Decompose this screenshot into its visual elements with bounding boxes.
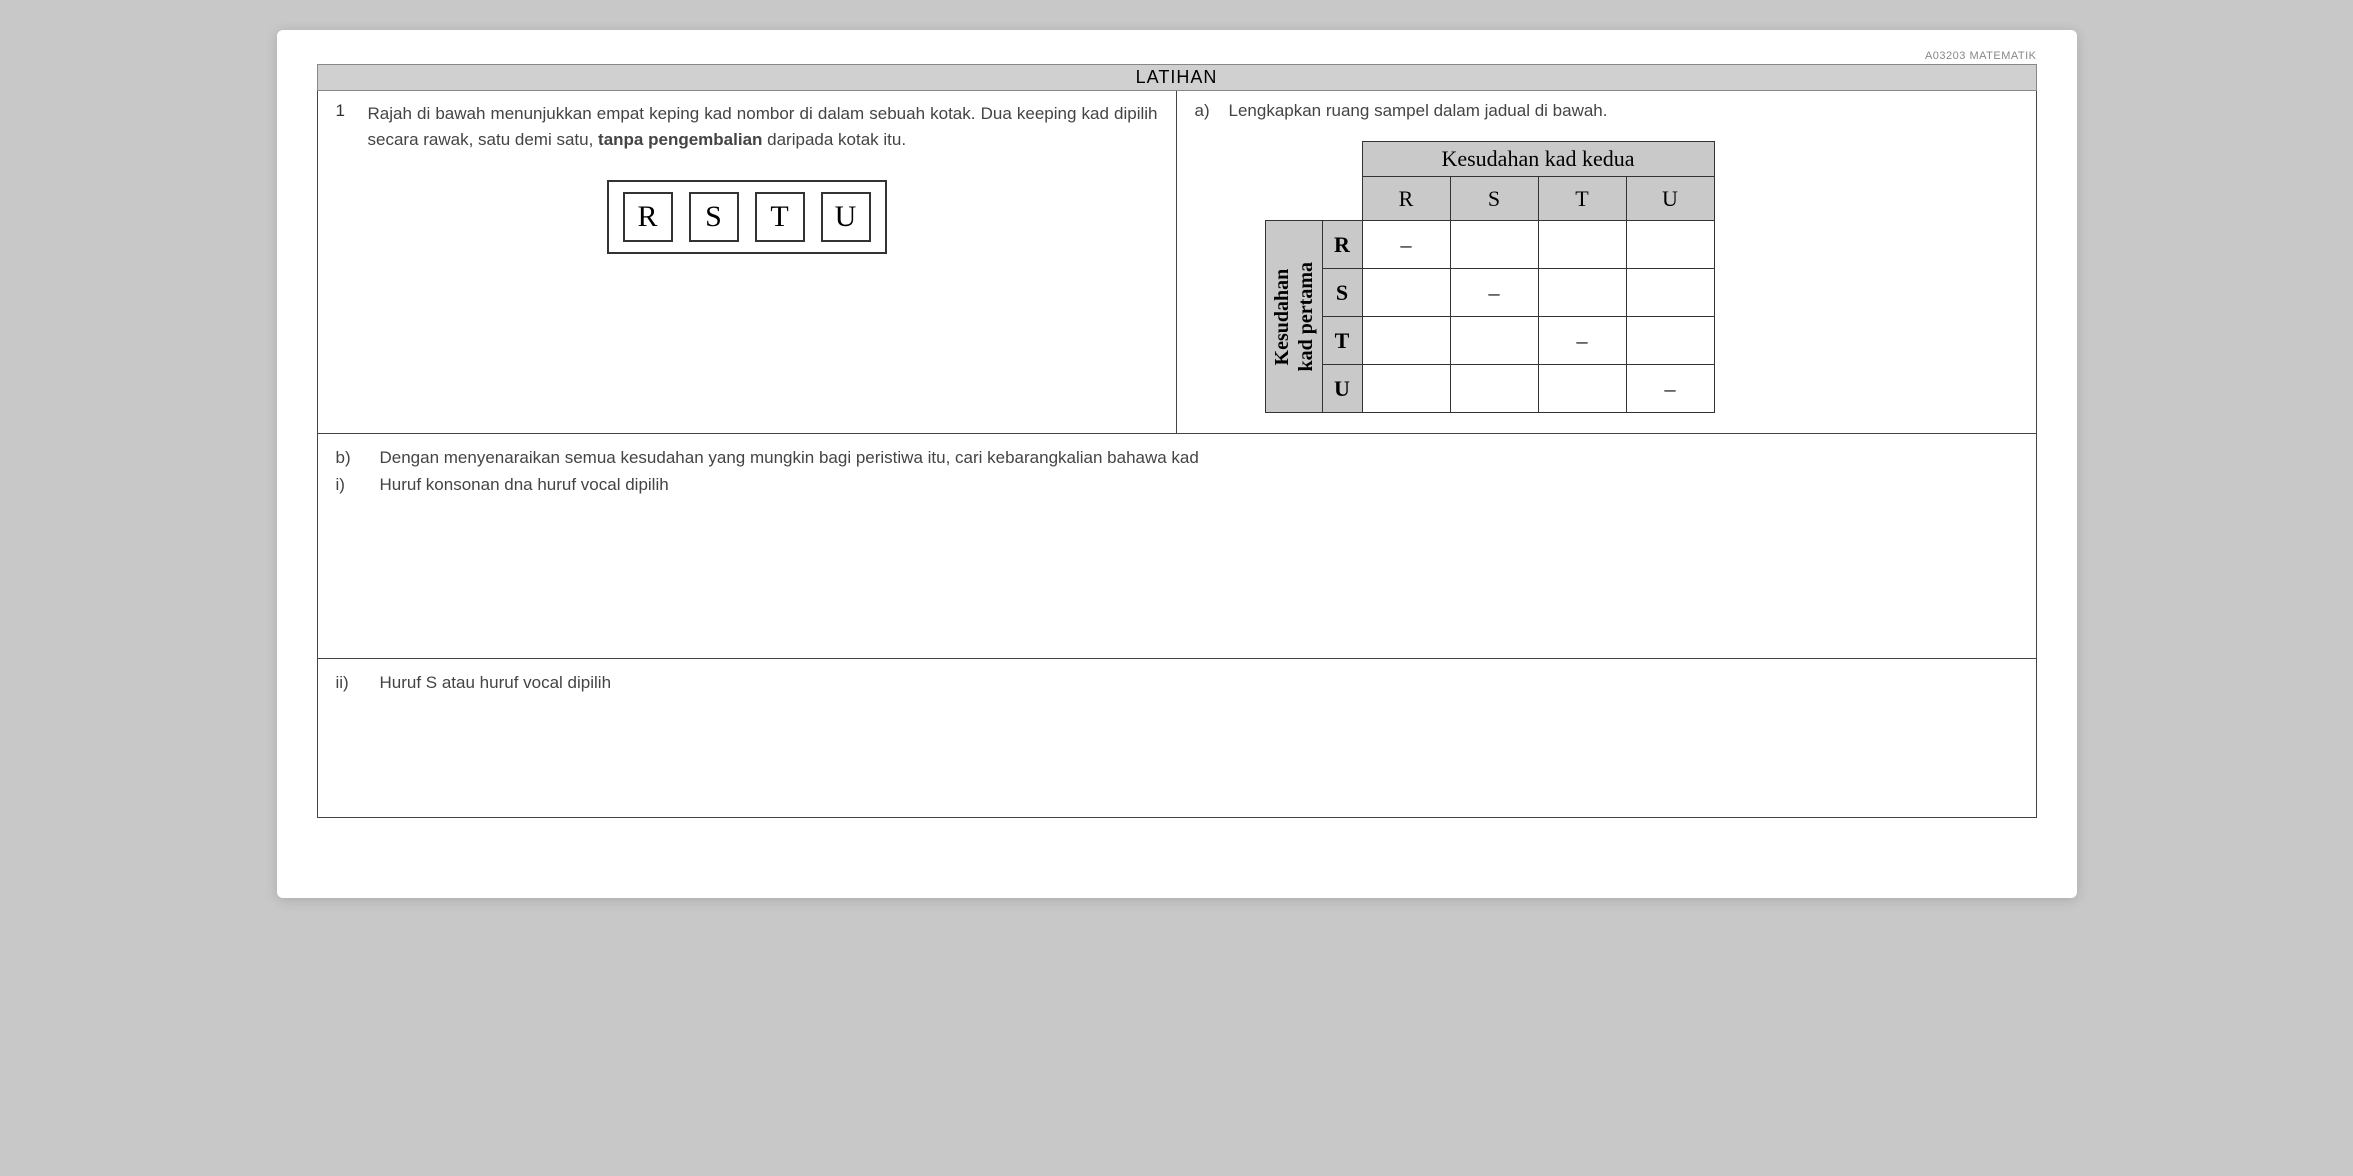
question-line: 1 Rajah di bawah menunjukkan empat kepin…: [336, 101, 1158, 152]
col-r: R: [1362, 177, 1450, 221]
cell-tt: –: [1538, 317, 1626, 365]
card-u: U: [821, 192, 871, 242]
col-t: T: [1538, 177, 1626, 221]
row-s: S: [1322, 269, 1362, 317]
part-b-i-label: i): [336, 471, 362, 498]
cell-sr: [1362, 269, 1450, 317]
worksheet-page: A03203 MATEMATIK LATIHAN 1 Rajah di bawa…: [277, 30, 2077, 898]
cell-rt: [1538, 221, 1626, 269]
question-text: Rajah di bawah menunjukkan empat keping …: [368, 101, 1158, 152]
title-bar: LATIHAN: [317, 64, 2037, 91]
row-t: T: [1322, 317, 1362, 365]
main-grid: 1 Rajah di bawah menunjukkan empat kepin…: [317, 91, 2037, 818]
part-b-ii-text: Huruf S atau huruf vocal dipilih: [380, 669, 2018, 696]
cell-rs: [1450, 221, 1538, 269]
col-s: S: [1450, 177, 1538, 221]
part-b-ii-line: ii) Huruf S atau huruf vocal dipilih: [336, 669, 2018, 696]
part-a-text: Lengkapkan ruang sampel dalam jadual di …: [1229, 101, 2018, 121]
question-cell: 1 Rajah di bawah menunjukkan empat kepin…: [318, 91, 1177, 433]
cell-us: [1450, 365, 1538, 413]
top-row: 1 Rajah di bawah menunjukkan empat kepin…: [318, 91, 2036, 434]
part-b-text: Dengan menyenaraikan semua kesudahan yan…: [380, 444, 2018, 471]
table-header-row: Kesudahan kad kedua: [1265, 142, 1714, 177]
table-row: Kesudahan kad pertama R –: [1265, 221, 1714, 269]
row-r: R: [1322, 221, 1362, 269]
part-b-ii-cell: ii) Huruf S atau huruf vocal dipilih: [318, 659, 2036, 816]
part-b-i-line: i) Huruf konsonan dna huruf vocal dipili…: [336, 471, 2018, 498]
part-a-line: a) Lengkapkan ruang sampel dalam jadual …: [1195, 101, 2018, 121]
row-header-l2: kad pertama: [1295, 262, 1317, 371]
table-row: T –: [1265, 317, 1714, 365]
cell-ts: [1450, 317, 1538, 365]
cell-su: [1626, 269, 1714, 317]
row-group-header: Kesudahan kad pertama: [1265, 221, 1322, 413]
question-number: 1: [336, 101, 356, 152]
part-b-i-text: Huruf konsonan dna huruf vocal dipilih: [380, 471, 2018, 498]
header-code: A03203 MATEMATIK: [317, 50, 2037, 62]
row-u: U: [1322, 365, 1362, 413]
cell-rr: –: [1362, 221, 1450, 269]
row-group-text: Kesudahan kad pertama: [1266, 254, 1322, 379]
cell-st: [1538, 269, 1626, 317]
cell-uu: –: [1626, 365, 1714, 413]
part-b-ii-label: ii): [336, 669, 362, 696]
cards-box: R S T U: [607, 180, 887, 254]
cell-ut: [1538, 365, 1626, 413]
part-b-label: b): [336, 444, 362, 471]
question-text-bold: tanpa pengembalian: [598, 130, 762, 149]
col-u: U: [1626, 177, 1714, 221]
part-b-line: b) Dengan menyenaraikan semua kesudahan …: [336, 444, 2018, 471]
col-group-header: Kesudahan kad kedua: [1362, 142, 1714, 177]
question-text-part2: daripada kotak itu.: [762, 130, 906, 149]
cell-tu: [1626, 317, 1714, 365]
sample-space-table: Kesudahan kad kedua R S T U Kesudahan ka…: [1265, 141, 1715, 413]
part-a-cell: a) Lengkapkan ruang sampel dalam jadual …: [1177, 91, 2036, 433]
card-s: S: [689, 192, 739, 242]
cell-ur: [1362, 365, 1450, 413]
cell-ru: [1626, 221, 1714, 269]
card-t: T: [755, 192, 805, 242]
part-a-label: a): [1195, 101, 1217, 121]
table-row: S –: [1265, 269, 1714, 317]
part-b-cell: b) Dengan menyenaraikan semua kesudahan …: [318, 434, 2036, 659]
cell-tr: [1362, 317, 1450, 365]
card-r: R: [623, 192, 673, 242]
row-header-l1: Kesudahan: [1271, 268, 1293, 365]
cell-ss: –: [1450, 269, 1538, 317]
table-row: U –: [1265, 365, 1714, 413]
